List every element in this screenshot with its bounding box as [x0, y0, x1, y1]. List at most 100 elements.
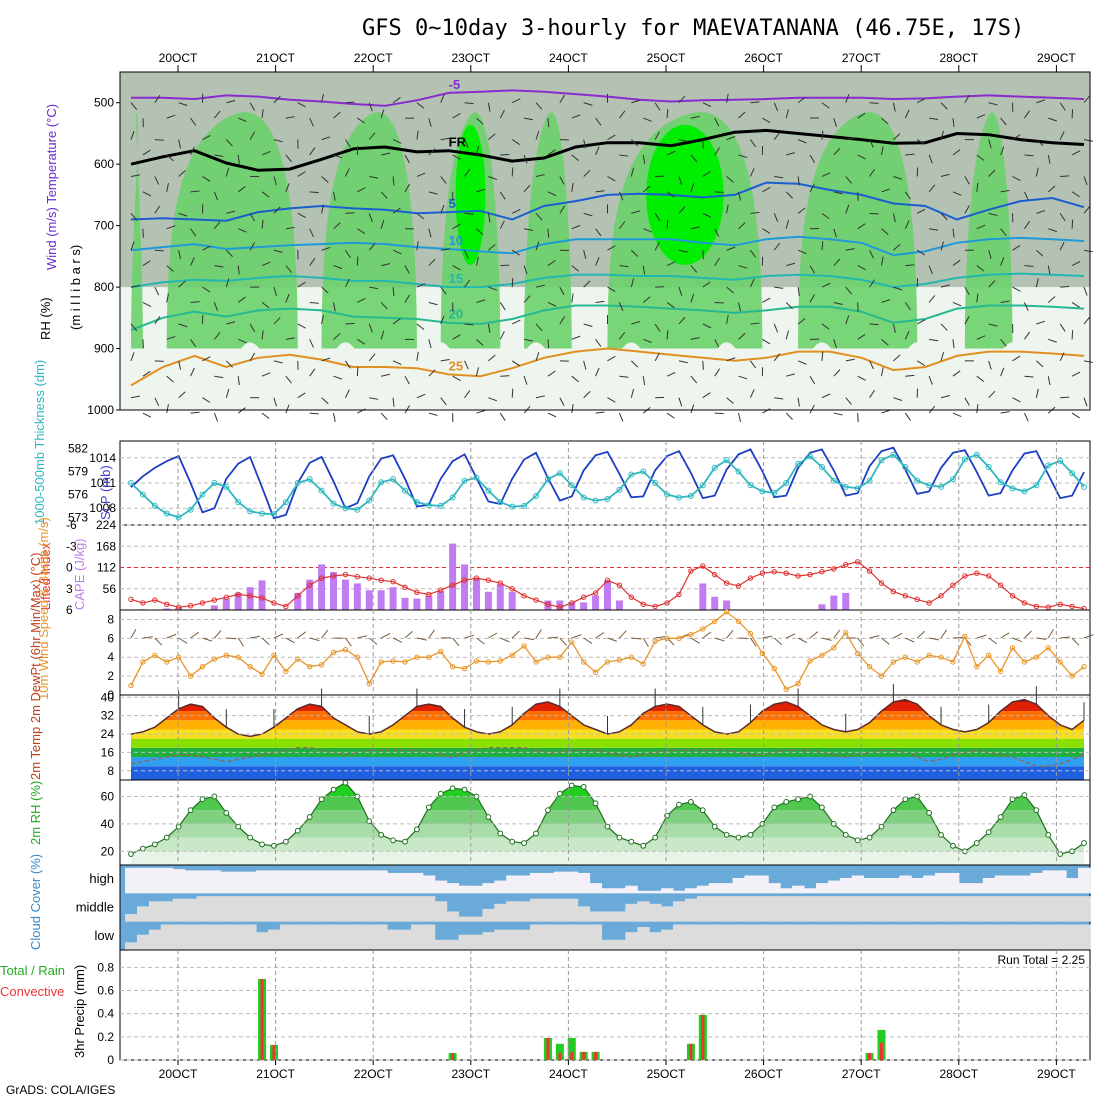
wind-barb — [154, 249, 164, 252]
wind-barb — [523, 295, 531, 303]
series-point — [1033, 482, 1040, 489]
wind-barb-10m — [321, 629, 329, 639]
cloud-clear-cell — [148, 929, 162, 950]
cloud-clear-cell — [601, 911, 614, 922]
wind-barb — [154, 176, 160, 185]
wind-barb — [881, 338, 889, 346]
x-tick-label-bottom: 25OCT — [647, 1067, 686, 1081]
grads-credit: GrADS: COLA/IGES — [6, 1083, 115, 1097]
y-tick-label-thickness: 576 — [68, 487, 88, 501]
series-point — [580, 783, 587, 790]
series-point — [997, 582, 1004, 588]
wind-barb — [964, 176, 970, 185]
wind-barb — [416, 241, 419, 251]
wind-barb — [440, 315, 445, 325]
cloud-clear-cell — [935, 896, 948, 922]
y-tick-label: 800 — [94, 280, 114, 294]
cloud-clear-cell — [327, 870, 340, 894]
wind-barb-10m — [797, 637, 808, 644]
wind-barb — [762, 117, 771, 124]
series-point — [640, 842, 647, 849]
cloud-clear-cell — [589, 911, 603, 922]
wind-barb — [345, 360, 351, 369]
wind-barb — [1059, 323, 1066, 332]
wind-barb — [904, 109, 910, 119]
cape-bar — [604, 580, 611, 610]
wind-barb — [952, 339, 955, 349]
wind-barb-10m — [404, 631, 413, 639]
series-point — [140, 659, 146, 665]
series-point — [437, 790, 444, 797]
cloud-clear-cell — [851, 896, 865, 922]
wind-barb — [297, 323, 306, 329]
cloud-clear-cell — [911, 896, 924, 922]
wind-barb — [785, 412, 793, 420]
series-point — [759, 488, 766, 495]
wind-barb — [309, 147, 316, 156]
series-point — [568, 782, 575, 789]
temp-band — [131, 757, 1084, 767]
series-point — [295, 593, 301, 599]
wind-barb — [487, 323, 491, 333]
series-point — [151, 502, 158, 509]
temp-band — [131, 766, 1084, 780]
series-point — [950, 582, 956, 588]
series-point — [401, 487, 408, 494]
wind-barb — [750, 139, 757, 148]
cloud-clear-cell — [482, 908, 495, 922]
rh-moist-region — [964, 112, 1013, 349]
series-point — [783, 570, 789, 576]
series-point — [378, 831, 385, 838]
series-line-10m-wind — [130, 611, 1085, 691]
wind-barb — [1036, 99, 1046, 104]
wind-barb — [321, 176, 329, 183]
series-point — [1033, 807, 1040, 814]
wind-barb — [273, 206, 281, 214]
series-point — [604, 823, 611, 830]
wind-barb — [1071, 412, 1080, 419]
wind-barb — [511, 388, 514, 398]
wind-barb — [333, 111, 341, 119]
wind-barb — [559, 286, 565, 296]
series-point — [378, 577, 384, 583]
cloud-clear-cell — [684, 898, 698, 922]
wind-barb-10m — [642, 637, 649, 647]
wind-barb — [714, 257, 721, 266]
cloud-clear-cell — [601, 888, 614, 894]
cloud-clear-cell — [553, 924, 567, 950]
series-line-lifted-index — [130, 561, 1085, 610]
wind-barb — [1024, 375, 1034, 378]
cloud-clear-cell — [1054, 924, 1067, 950]
cape-bar — [437, 591, 445, 610]
y-tick-label-temp: 32 — [101, 709, 115, 723]
series-point — [402, 659, 408, 665]
wind-barb-10m — [595, 632, 605, 639]
wind-barb — [738, 154, 748, 159]
wind-barb — [285, 183, 290, 193]
cape-bar — [508, 591, 516, 610]
wind-barb — [1035, 167, 1039, 177]
wind-barb — [428, 369, 436, 377]
wind-barb — [524, 338, 534, 342]
series-point — [354, 654, 361, 660]
wind-barb — [559, 316, 566, 325]
cloud-clear-cell — [768, 924, 781, 950]
wind-barb — [190, 228, 197, 237]
cape-bar — [234, 592, 242, 610]
y-axis-label-rh2m: 2m RH (%) — [28, 781, 43, 845]
series-point — [795, 573, 801, 579]
wind-barb — [869, 102, 879, 104]
wind-barb-10m — [690, 637, 700, 644]
wind-barb-10m — [1000, 632, 1010, 639]
wind-barb — [345, 212, 355, 214]
wind-barb — [297, 102, 306, 108]
cloud-clear-cell — [279, 870, 293, 894]
wind-barb — [392, 207, 401, 214]
wind-barb — [285, 293, 290, 303]
wind-barb — [428, 301, 438, 306]
series-point — [211, 656, 218, 662]
wind-barb — [583, 212, 593, 217]
wind-barb — [249, 102, 256, 111]
wind-barb — [714, 301, 724, 304]
